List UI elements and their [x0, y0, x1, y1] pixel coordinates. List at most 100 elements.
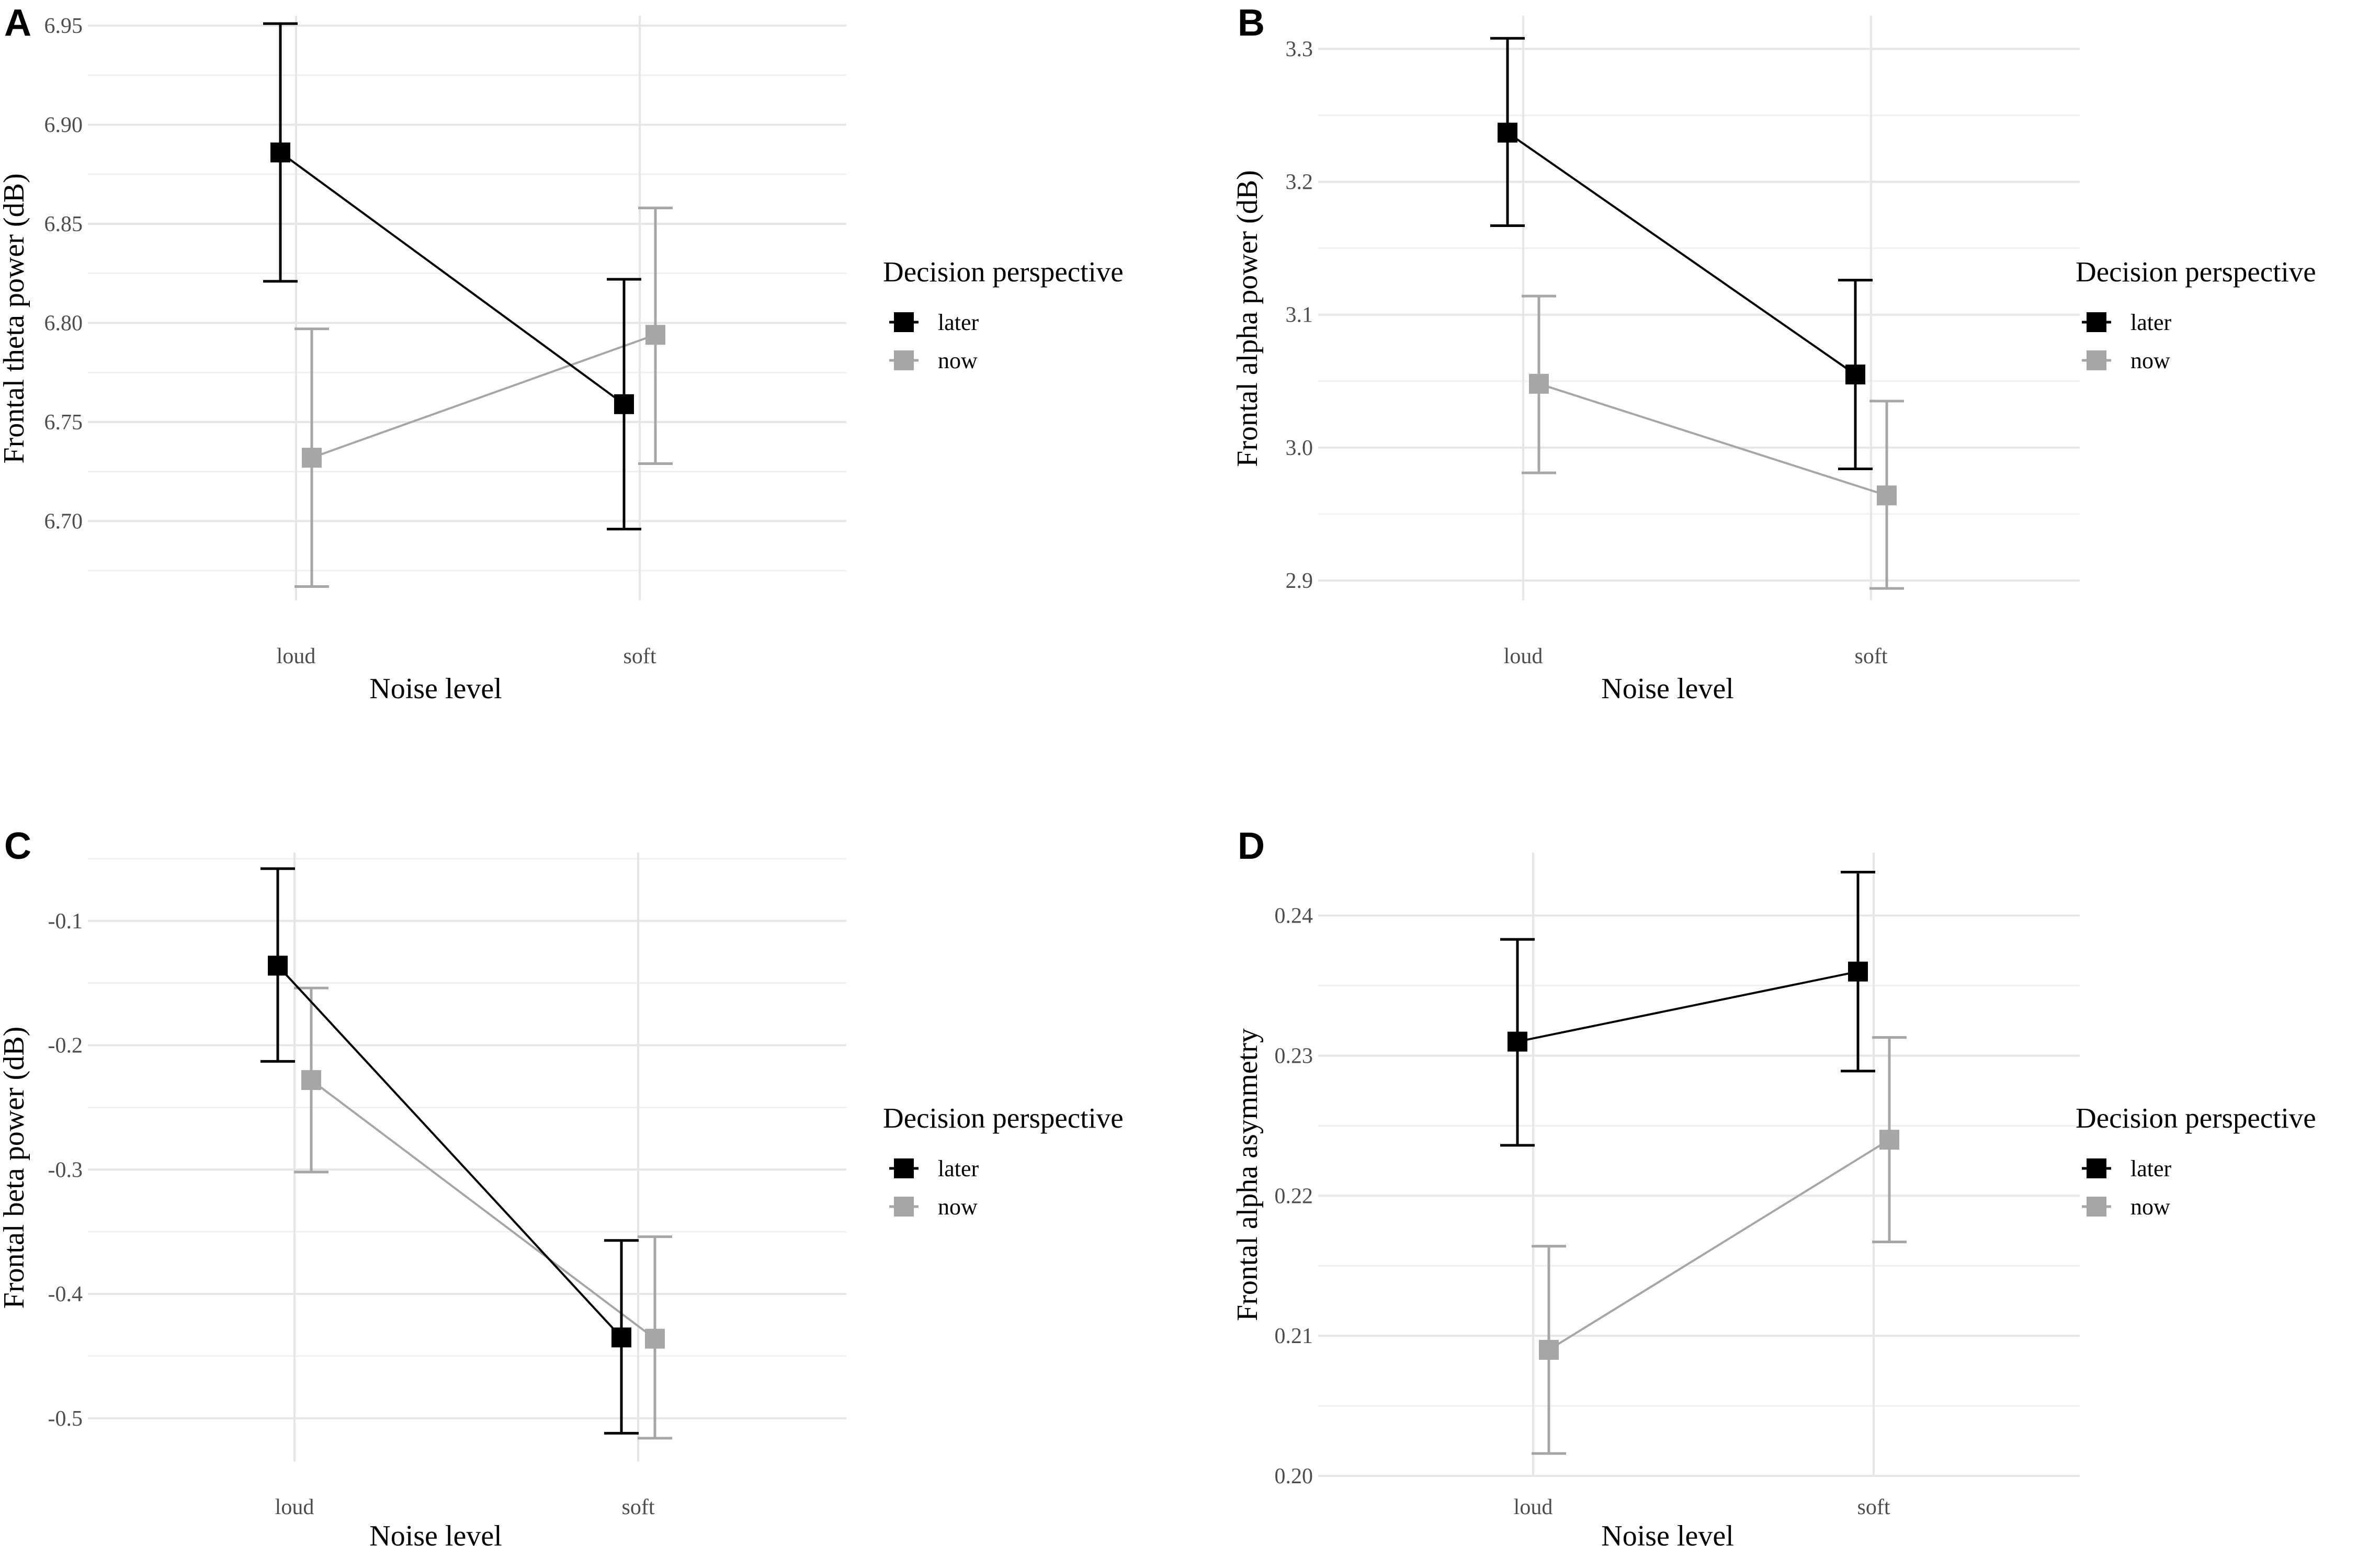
legend-label: now: [938, 1194, 978, 1220]
legend-item-later: later: [2082, 1156, 2172, 1181]
y-tick-label: 3.1: [1286, 303, 1313, 327]
x-axis-title: Noise level: [369, 1520, 502, 1546]
panel-letter: D: [1238, 825, 1265, 867]
series-later: [260, 867, 639, 1435]
x-tick-label: loud: [1504, 644, 1543, 668]
data-point-later: [270, 142, 290, 163]
legend-key-marker: [894, 312, 914, 332]
legend-key-marker: [2087, 350, 2106, 370]
x-tick-label: soft: [622, 1495, 655, 1519]
data-point-now: [645, 325, 665, 345]
y-tick-label: -0.4: [48, 1282, 83, 1306]
panel-letter: C: [4, 825, 31, 867]
y-tick-label: 6.85: [44, 212, 83, 236]
data-point-later: [1508, 1031, 1527, 1052]
y-tick-label: -0.3: [48, 1158, 83, 1182]
y-axis-title: Frontal alpha power (dB): [1231, 170, 1264, 467]
legend-item-later: later: [2082, 310, 2172, 335]
data-point-later: [1845, 365, 1865, 385]
data-point-now: [1877, 485, 1897, 506]
legend-label: now: [2130, 1194, 2170, 1220]
series-line-later: [279, 151, 625, 405]
y-tick-label: 6.95: [44, 14, 83, 38]
data-point-later: [1498, 122, 1517, 143]
legend-item-now: now: [2082, 348, 2170, 373]
y-axis-title: Frontal alpha asymmetry: [1231, 1028, 1264, 1321]
panel-b: 2.9 3.0 3.1 3.2 3.3 loud soft Noise level Fronta…: [1231, 2, 2316, 705]
legend-item-now: now: [2082, 1194, 2170, 1220]
data-point-now: [645, 1328, 665, 1349]
series-now: [1522, 294, 1904, 590]
data-point-later: [268, 956, 288, 976]
panel-letter: A: [4, 2, 31, 44]
y-tick-label: 2.9: [1286, 569, 1313, 593]
x-tick-label: loud: [1514, 1495, 1553, 1519]
x-tick-label: loud: [275, 1495, 314, 1519]
data-point-later: [614, 394, 634, 414]
y-tick-label: 3.3: [1286, 38, 1313, 62]
legend: Decision perspective later now: [883, 256, 1124, 373]
y-tick-label: 6.90: [44, 113, 83, 137]
legend-label: now: [938, 348, 978, 373]
series-now: [294, 207, 673, 588]
y-tick-label: 3.2: [1286, 170, 1313, 195]
panel-d: 0.20 0.21 0.22 0.23 0.24 loud soft Noise level F…: [1231, 825, 2316, 1546]
x-axis-title: Noise level: [1601, 673, 1733, 705]
legend-title: Decision perspective: [883, 256, 1124, 288]
y-tick-label: 6.75: [44, 411, 83, 435]
data-point-now: [1539, 1339, 1559, 1360]
series-later: [263, 22, 641, 531]
series-line-later: [1506, 131, 1856, 376]
legend-item-later: later: [889, 310, 979, 335]
legend-item-later: later: [889, 1156, 979, 1181]
legend-key-marker: [894, 1158, 914, 1178]
panel-letter: B: [1238, 2, 1265, 44]
y-axis-title: Frontal beta power (dB): [0, 1027, 30, 1309]
y-tick-label: 6.80: [44, 311, 83, 335]
legend-key-marker: [2087, 312, 2106, 332]
x-tick-label: soft: [1857, 1495, 1890, 1519]
data-point-now: [1529, 373, 1549, 394]
y-tick-label: 0.22: [1275, 1184, 1313, 1208]
series-later: [1490, 37, 1873, 470]
data-point-later: [1848, 961, 1868, 982]
series-line-now: [310, 1079, 656, 1340]
legend: Decision perspective later now: [2076, 1102, 2316, 1220]
data-point-now: [301, 1070, 321, 1090]
legend: Decision perspective later now: [883, 1102, 1124, 1220]
y-tick-label: -0.1: [48, 910, 83, 934]
legend-title: Decision perspective: [2076, 256, 2316, 288]
y-tick-label: 0.23: [1275, 1044, 1313, 1068]
series-line-later: [277, 964, 622, 1338]
y-tick-label: 0.21: [1275, 1324, 1313, 1348]
y-tick-label: -0.5: [48, 1407, 83, 1431]
legend-title: Decision perspective: [2076, 1102, 2316, 1134]
panel-a: 6.70 6.75 6.80 6.85 6.90 6.95 loud soft Noise le…: [0, 2, 1124, 705]
x-axis-title: Noise level: [369, 673, 502, 705]
series-now: [294, 986, 672, 1440]
y-tick-label: -0.2: [48, 1034, 83, 1058]
legend-key-marker: [894, 1197, 914, 1217]
panel-c: -0.5 -0.4 -0.3 -0.2 -0.1 loud soft Noise level F…: [0, 825, 1124, 1546]
legend-key-marker: [2087, 1197, 2106, 1217]
series-line-now: [1548, 1139, 1890, 1351]
y-axis-title: Frontal theta power (dB): [0, 173, 30, 463]
legend-key-marker: [894, 350, 914, 370]
x-axis-title: Noise level: [1601, 1520, 1733, 1546]
legend-title: Decision perspective: [883, 1102, 1124, 1134]
series-line-now: [1538, 382, 1887, 497]
series-later: [1500, 871, 1875, 1147]
x-tick-label: soft: [624, 644, 656, 668]
legend-label: later: [2130, 310, 2172, 335]
legend-label: later: [2130, 1156, 2172, 1181]
data-point-later: [611, 1327, 631, 1348]
legend: Decision perspective later now: [2076, 256, 2316, 373]
data-point-now: [302, 448, 322, 468]
legend-label: later: [938, 1156, 979, 1181]
y-tick-label: 3.0: [1286, 436, 1313, 460]
legend-label: later: [938, 310, 979, 335]
data-point-now: [1879, 1130, 1899, 1150]
x-tick-label: loud: [277, 644, 316, 668]
y-tick-label: 0.24: [1275, 904, 1313, 928]
series-line-now: [311, 334, 656, 459]
